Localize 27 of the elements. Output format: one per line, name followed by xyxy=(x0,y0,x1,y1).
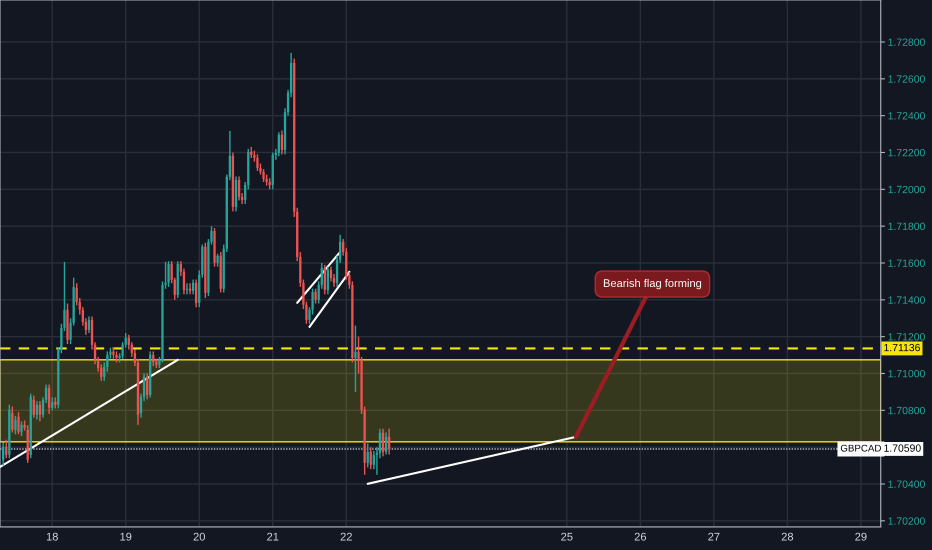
x-tick-label: 27 xyxy=(708,532,720,541)
y-tick-label: 1.71200 xyxy=(888,333,925,341)
y-tick-label: 1.72600 xyxy=(888,75,925,83)
y-tick-label: 1.72800 xyxy=(888,38,925,46)
y-tick-label: 1.70400 xyxy=(888,480,925,488)
y-tick-label: 1.71800 xyxy=(888,222,925,230)
ref-line-label: 1.70590 xyxy=(884,444,921,452)
y-tick-label: 1.72400 xyxy=(888,112,925,120)
ref-line-label: 1.71136 xyxy=(884,344,920,352)
annotation: GBPCAD xyxy=(840,444,881,452)
y-tick-label: 1.71400 xyxy=(888,296,925,304)
y-tick-label: 1.70800 xyxy=(888,406,925,414)
x-tick-label: 21 xyxy=(267,532,278,541)
y-tick-label: 1.70200 xyxy=(888,517,925,525)
y-tick-label: 1.72200 xyxy=(888,148,925,156)
y-tick-label: 1.71000 xyxy=(888,370,925,378)
x-tick-label: 28 xyxy=(782,532,794,541)
x-tick-label: 18 xyxy=(46,532,58,541)
y-tick-label: 1.72000 xyxy=(888,186,925,194)
x-tick-label: 20 xyxy=(194,532,205,541)
x-tick-label: 19 xyxy=(120,532,132,541)
x-tick-label: 29 xyxy=(855,532,867,541)
annotation: Bearish flag forming xyxy=(604,278,702,290)
y-tick-label: 1.71600 xyxy=(888,259,925,267)
x-tick-label: 25 xyxy=(561,532,573,541)
x-tick-label: 26 xyxy=(634,532,646,541)
x-tick-label: 22 xyxy=(340,532,352,541)
